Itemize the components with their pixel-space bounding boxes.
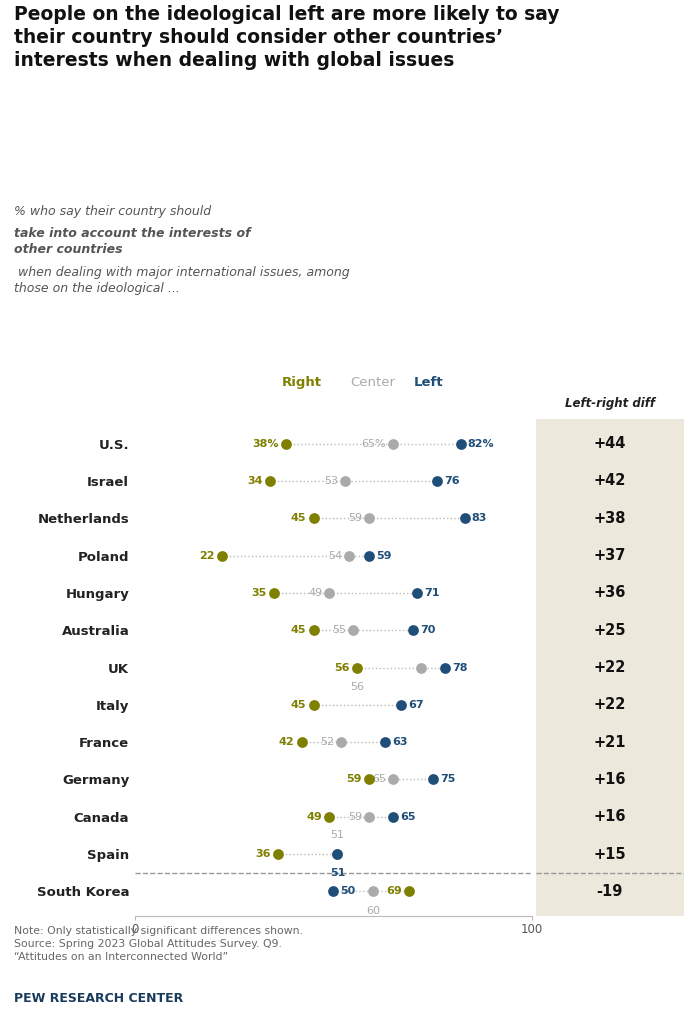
Text: +16: +16 (594, 772, 626, 787)
Text: 59: 59 (348, 811, 362, 821)
Text: take into account the interests of
other countries: take into account the interests of other… (14, 227, 250, 256)
Text: 59: 59 (346, 774, 362, 785)
Text: +38: +38 (594, 510, 626, 526)
Point (332, 846, 343, 862)
Point (404, 883, 415, 899)
Text: +44: +44 (594, 436, 626, 451)
Point (308, 697, 319, 713)
Point (328, 883, 339, 899)
Point (415, 660, 426, 676)
Point (332, 846, 343, 862)
Point (388, 436, 399, 452)
Text: 45: 45 (291, 700, 306, 710)
Text: 65: 65 (372, 774, 386, 785)
Point (363, 771, 375, 788)
Point (264, 473, 275, 489)
Text: +15: +15 (594, 846, 626, 861)
Point (388, 808, 399, 825)
Point (439, 660, 451, 676)
Point (395, 697, 406, 713)
Point (363, 547, 375, 564)
Text: 49: 49 (308, 588, 322, 597)
Text: Left: Left (414, 375, 444, 389)
Text: 51: 51 (330, 869, 345, 878)
Point (336, 733, 347, 750)
Text: +42: +42 (594, 474, 626, 489)
Text: 51: 51 (330, 830, 344, 840)
Point (363, 510, 375, 527)
Text: 60: 60 (366, 905, 380, 916)
Point (296, 733, 307, 750)
Text: 75: 75 (440, 774, 455, 785)
Text: 71: 71 (424, 588, 439, 597)
Point (427, 771, 438, 788)
Text: 83: 83 (472, 514, 487, 524)
Text: 65: 65 (400, 811, 416, 821)
Text: 45: 45 (291, 625, 306, 635)
Text: 52: 52 (320, 738, 334, 747)
Point (217, 547, 228, 564)
Text: 63: 63 (392, 738, 408, 747)
Point (379, 733, 390, 750)
Text: 82%: 82% (468, 439, 494, 449)
Text: 53: 53 (324, 476, 338, 486)
Text: +37: +37 (594, 548, 626, 563)
Point (459, 510, 470, 527)
Text: +36: +36 (594, 585, 626, 601)
Text: 22: 22 (200, 550, 215, 561)
Text: Center: Center (350, 375, 396, 389)
Point (281, 436, 292, 452)
Text: +22: +22 (594, 660, 626, 675)
Point (308, 622, 319, 638)
Text: 70: 70 (420, 625, 435, 635)
Text: PEW RESEARCH CENTER: PEW RESEARCH CENTER (14, 992, 183, 1006)
Text: +16: +16 (594, 809, 626, 825)
Point (368, 883, 379, 899)
Text: 45: 45 (291, 514, 306, 524)
Point (344, 547, 355, 564)
Text: 54: 54 (328, 550, 342, 561)
Point (388, 771, 399, 788)
Point (363, 808, 375, 825)
Text: % who say their country should: % who say their country should (14, 205, 215, 218)
Text: Right: Right (282, 375, 321, 389)
Text: Note: Only statistically significant differences shown.
Source: Spring 2023 Glob: Note: Only statistically significant dif… (14, 926, 303, 963)
Text: 67: 67 (408, 700, 424, 710)
Point (408, 622, 419, 638)
Text: 34: 34 (247, 476, 263, 486)
Point (340, 473, 351, 489)
Text: 69: 69 (386, 886, 401, 896)
Text: +25: +25 (594, 623, 626, 637)
Text: 42: 42 (279, 738, 294, 747)
Text: 55: 55 (332, 625, 346, 635)
Text: People on the ideological left are more likely to say
their country should consi: People on the ideological left are more … (14, 5, 559, 70)
Text: 50: 50 (341, 886, 356, 896)
Text: 36: 36 (255, 849, 271, 859)
Point (324, 808, 335, 825)
Point (348, 622, 359, 638)
Text: 56: 56 (350, 681, 364, 692)
Text: 76: 76 (444, 476, 460, 486)
Point (324, 585, 335, 602)
Point (268, 585, 279, 602)
Text: 35: 35 (252, 588, 267, 597)
Text: 59: 59 (377, 550, 392, 561)
Point (272, 846, 283, 862)
Point (431, 473, 442, 489)
Text: +22: +22 (594, 698, 626, 712)
Text: when dealing with major international issues, among
those on the ideological ...: when dealing with major international is… (14, 266, 350, 295)
Text: Left-right diff: Left-right diff (565, 397, 655, 409)
Point (308, 510, 319, 527)
Text: 38%: 38% (252, 439, 278, 449)
Point (455, 436, 466, 452)
Text: 56: 56 (334, 663, 350, 672)
Text: 65%: 65% (361, 439, 386, 449)
Text: 59: 59 (348, 514, 362, 524)
Text: 78: 78 (452, 663, 467, 672)
Point (411, 585, 422, 602)
Text: 49: 49 (307, 811, 322, 821)
Text: +21: +21 (594, 735, 626, 750)
Point (352, 660, 363, 676)
Text: -19: -19 (596, 884, 623, 899)
